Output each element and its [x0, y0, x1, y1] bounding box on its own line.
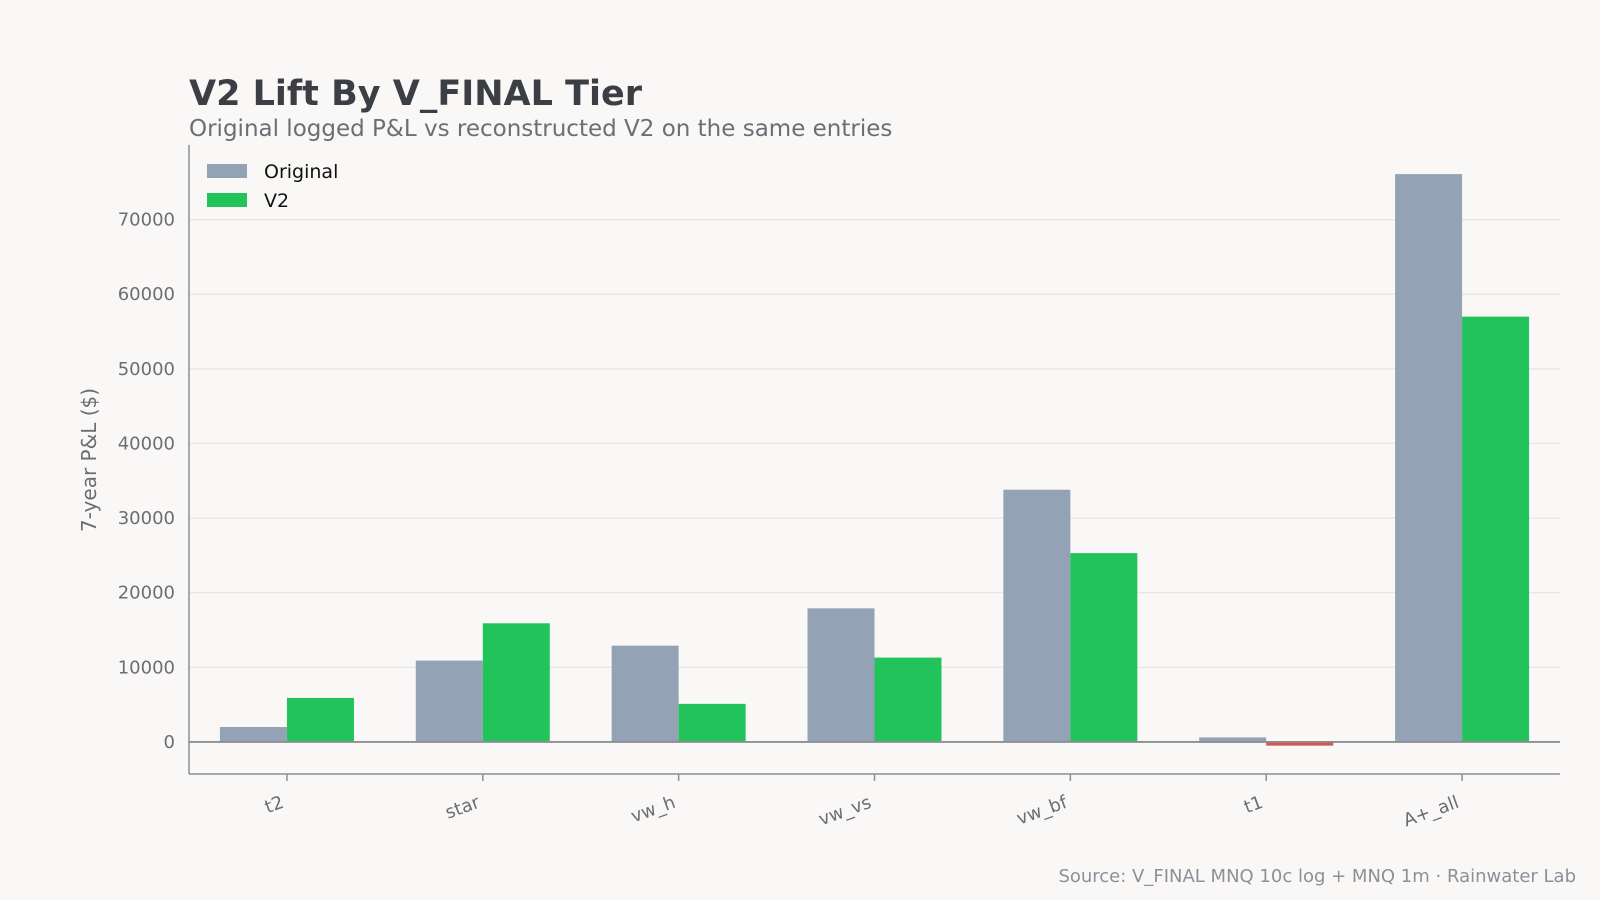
x-tick-label: A+_all — [1401, 792, 1462, 831]
bar-original-star — [415, 660, 483, 742]
y-tick-label: 20000 — [118, 583, 175, 604]
bar-v2-vw_bf — [1070, 553, 1138, 742]
x-axis-ticks: t2 star vw_h vw_vs vw_bf t1 A+_all — [262, 774, 1463, 831]
bar-original-t2 — [219, 726, 287, 742]
y-tick-label: 50000 — [118, 359, 175, 380]
bar-v2-t1 — [1266, 741, 1334, 746]
x-tick-label: t2 — [262, 792, 287, 818]
bar-v2-A+_all — [1462, 316, 1530, 742]
bar-v2-vw_vs — [874, 657, 942, 742]
bar-v2-star — [482, 623, 550, 742]
chart-title: V2 Lift By V_FINAL Tier — [189, 74, 643, 114]
bar-original-vw_h — [611, 645, 679, 742]
grid-lines — [189, 219, 1560, 668]
legend-label-v2: V2 — [264, 190, 289, 212]
x-tick-label: vw_vs — [816, 792, 874, 830]
bar-v2-vw_h — [678, 703, 746, 742]
x-tick-label: vw_h — [628, 792, 678, 827]
source-note: Source: V_FINAL MNQ 10c log + MNQ 1m · R… — [1058, 866, 1576, 887]
x-tick-label: star — [443, 792, 484, 824]
bar-original-vw_bf — [1003, 489, 1071, 742]
y-tick-label: 0 — [164, 732, 175, 753]
legend-swatch-v2 — [207, 193, 247, 207]
bar-v2-t2 — [286, 697, 354, 742]
y-tick-label: 70000 — [118, 210, 175, 231]
x-tick-label: vw_bf — [1014, 792, 1071, 830]
x-tick-label: t1 — [1241, 792, 1266, 818]
bars — [219, 174, 1530, 746]
y-tick-label: 30000 — [118, 508, 175, 529]
y-tick-label: 40000 — [118, 433, 175, 454]
chart-subtitle: Original logged P&L vs reconstructed V2 … — [189, 116, 892, 142]
y-tick-label: 60000 — [118, 284, 175, 305]
y-axis-ticks: 0 10000 20000 30000 40000 50000 60000 70000 — [118, 210, 175, 753]
bar-original-A+_all — [1395, 174, 1463, 742]
legend: Original V2 — [207, 161, 338, 212]
legend-label-original: Original — [264, 161, 338, 183]
y-axis-label: 7-year P&L ($) — [77, 388, 101, 532]
y-tick-label: 10000 — [118, 657, 175, 678]
legend-swatch-original — [207, 164, 247, 178]
bar-original-vw_vs — [807, 608, 875, 742]
bar-original-t1 — [1199, 737, 1267, 742]
